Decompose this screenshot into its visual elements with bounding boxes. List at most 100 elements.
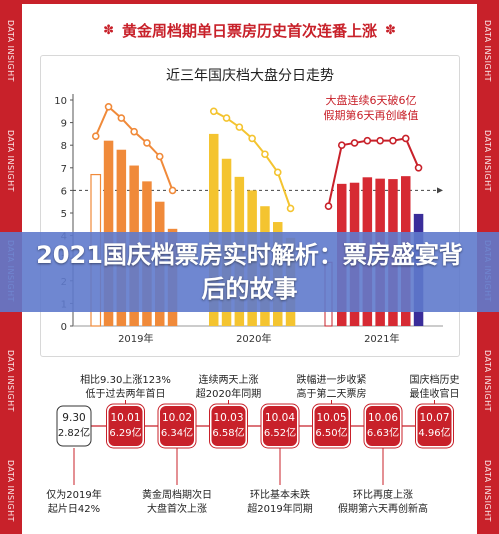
trend-point [286, 204, 295, 213]
timeline-date: 10.01 [110, 412, 140, 424]
trend-point [117, 114, 126, 122]
page-title: 黄金周档期单日票房历史首次连番上涨 [121, 21, 377, 40]
timeline-box-frame [106, 403, 145, 449]
timeline-note-bottom: 环比基本未跌 [250, 488, 310, 501]
headline-banner: 2021国庆档票房实时解析：票房盛宴背后的故事 [0, 232, 499, 312]
trend-point [91, 132, 100, 140]
timeline-box [263, 406, 297, 446]
timeline-value: 6.29亿 [109, 426, 141, 439]
watermark-label: DATA INSIGHT [6, 130, 15, 193]
chart-annotation: 假期第6天再创峰值 [324, 108, 419, 122]
timeline-box-frame [209, 403, 248, 449]
watermark-label: DATA INSIGHT [483, 130, 492, 193]
trend-point [376, 136, 384, 145]
ornament-icon: ✽ [103, 22, 114, 38]
watermark-label: DATA INSIGHT [6, 460, 15, 523]
timeline-note-top: 跌幅进一步收紧 [297, 373, 367, 386]
reference-arrow-icon [437, 187, 443, 194]
timeline-box-frame [312, 403, 351, 449]
timeline-note-bottom: 黄金周档期次日 [142, 488, 212, 501]
timeline-note-top: 最佳收官日 [410, 387, 460, 400]
top-accent-bar [22, 0, 477, 4]
timeline-box [417, 406, 452, 446]
timeline-value: 6.50亿 [315, 426, 347, 439]
timeline-box-frame [363, 403, 403, 449]
bar [209, 133, 219, 326]
timeline-note-top: 低于过去两年首日 [86, 387, 166, 400]
ornament-icon: ✽ [385, 22, 396, 38]
header: ✽ 黄金周档期单日票房历史首次连番上涨 ✽ [22, 10, 477, 50]
timeline-box [56, 405, 92, 447]
trend-point [248, 134, 256, 143]
x-group-label: 2020年 [236, 332, 271, 345]
watermark-label: DATA INSIGHT [6, 350, 15, 413]
timeline-note-top: 相比9.30上涨123% [80, 373, 171, 386]
timeline-date: 10.03 [213, 412, 243, 424]
timeline-box-frame [157, 403, 197, 449]
timeline-value: 2.82亿 [58, 426, 90, 439]
watermark-label: DATA INSIGHT [483, 460, 492, 523]
timeline-box [366, 406, 400, 446]
trend-point [209, 107, 218, 116]
y-tick-label: 6 [61, 186, 67, 197]
timeline-box-frame [415, 403, 454, 449]
y-tick-label: 9 [61, 119, 67, 130]
timeline-note-top: 高于第二天票房 [297, 387, 367, 400]
headline-text: 2021国庆档票房实时解析：票房盛宴背后的故事 [36, 241, 463, 303]
timeline-value: 6.58亿 [212, 426, 244, 439]
y-tick-label: 7 [61, 164, 67, 175]
timeline-value: 4.96亿 [418, 426, 450, 439]
timeline-box-frame [260, 403, 300, 449]
trend-point [168, 186, 177, 195]
trend-point [155, 152, 164, 161]
timeline-date: 10.02 [162, 412, 192, 424]
trend-point [273, 168, 282, 177]
x-group-label: 2021年 [364, 332, 399, 345]
trend-point [363, 136, 372, 145]
trend-point [104, 102, 113, 111]
trend-point [143, 139, 151, 147]
timeline-date: 9.30 [62, 412, 85, 424]
timeline-note-bottom: 超2019年同期 [247, 502, 312, 515]
trend-point [337, 141, 346, 149]
chart-title: 近三年国庆档大盘分日走势 [166, 67, 334, 84]
timeline-value: 6.52亿 [264, 426, 296, 439]
y-tick-label: 0 [61, 322, 67, 333]
chart-annotation: 大盘连续6天破6亿 [326, 93, 417, 107]
trend-point [130, 127, 138, 136]
timeline-note-bottom: 假期第六天再创新高 [338, 502, 428, 515]
timeline-box [211, 406, 246, 446]
watermark-label: DATA INSIGHT [483, 20, 492, 83]
timeline-date: 10.05 [316, 412, 346, 424]
y-tick-label: 5 [61, 209, 67, 220]
timeline-note-top: 连续两天上涨 [199, 373, 259, 386]
timeline-date: 10.04 [265, 412, 295, 424]
x-group-label: 2019年 [118, 332, 153, 345]
timeline-box [160, 406, 194, 446]
timeline-note-bottom: 起片日42% [48, 502, 100, 515]
timeline-date: 10.06 [368, 412, 398, 424]
timeline-box [314, 406, 349, 446]
watermark-label: DATA INSIGHT [483, 350, 492, 413]
timeline-note-bottom: 大盘首次上涨 [147, 502, 207, 515]
trend-point [389, 136, 397, 145]
trend-point [350, 139, 359, 147]
trend-point [222, 114, 231, 122]
trend-point [414, 164, 423, 172]
timeline-value: 6.63亿 [367, 426, 399, 439]
timeline-note-top: 国庆档历史 [410, 373, 460, 386]
trend-point [401, 134, 410, 143]
trend-point [235, 123, 244, 131]
timeline-note-top: 超2020年同期 [196, 387, 261, 400]
trend-point [324, 202, 333, 211]
timeline-box [108, 406, 143, 446]
trend-point [261, 150, 269, 159]
timeline-date: 10.07 [419, 412, 449, 424]
y-tick-label: 10 [54, 96, 67, 107]
y-tick-label: 8 [61, 141, 67, 152]
timeline-note-bottom: 环比再度上涨 [353, 488, 413, 501]
timeline-value: 6.34亿 [161, 426, 193, 439]
timeline-note-bottom: 仅为2019年 [46, 488, 101, 501]
watermark-label: DATA INSIGHT [6, 20, 15, 83]
